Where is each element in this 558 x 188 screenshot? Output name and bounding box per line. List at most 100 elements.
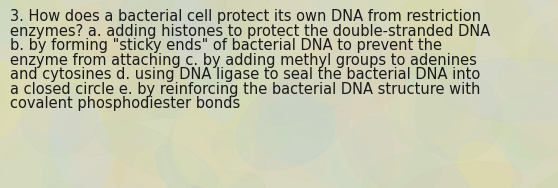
- Ellipse shape: [444, 0, 489, 7]
- Ellipse shape: [174, 0, 235, 123]
- Ellipse shape: [549, 0, 558, 89]
- Ellipse shape: [113, 3, 205, 97]
- Ellipse shape: [127, 59, 230, 118]
- Text: b. by forming "sticky ends" of bacterial DNA to prevent the: b. by forming "sticky ends" of bacterial…: [10, 38, 442, 53]
- Ellipse shape: [172, 101, 254, 188]
- Ellipse shape: [287, 63, 351, 113]
- Ellipse shape: [506, 128, 545, 170]
- Text: 3. How does a bacterial cell protect its own DNA from restriction: 3. How does a bacterial cell protect its…: [10, 9, 481, 24]
- Ellipse shape: [6, 67, 107, 136]
- Ellipse shape: [400, 162, 522, 188]
- Ellipse shape: [303, 35, 403, 103]
- Ellipse shape: [528, 19, 558, 94]
- Ellipse shape: [219, 92, 290, 157]
- Ellipse shape: [267, 76, 349, 140]
- Ellipse shape: [353, 18, 394, 81]
- Ellipse shape: [448, 159, 522, 188]
- Ellipse shape: [134, 144, 200, 188]
- Ellipse shape: [0, 0, 28, 43]
- Ellipse shape: [240, 43, 328, 139]
- Ellipse shape: [11, 0, 86, 109]
- Ellipse shape: [513, 152, 558, 188]
- Ellipse shape: [446, 0, 558, 69]
- Ellipse shape: [368, 0, 451, 34]
- Ellipse shape: [114, 37, 198, 87]
- Ellipse shape: [267, 65, 336, 137]
- Ellipse shape: [74, 18, 171, 103]
- Ellipse shape: [0, 0, 30, 40]
- Ellipse shape: [359, 0, 407, 31]
- Ellipse shape: [511, 143, 558, 188]
- Ellipse shape: [99, 0, 196, 54]
- Ellipse shape: [266, 92, 336, 147]
- Ellipse shape: [498, 42, 558, 98]
- Ellipse shape: [339, 43, 466, 102]
- Ellipse shape: [203, 0, 251, 15]
- Ellipse shape: [0, 135, 22, 159]
- Ellipse shape: [334, 66, 416, 186]
- Ellipse shape: [304, 38, 374, 95]
- Ellipse shape: [316, 0, 354, 24]
- Ellipse shape: [234, 29, 333, 129]
- Ellipse shape: [440, 58, 558, 122]
- Ellipse shape: [232, 0, 305, 40]
- Ellipse shape: [335, 69, 394, 188]
- Ellipse shape: [0, 61, 29, 146]
- Ellipse shape: [114, 143, 163, 188]
- Ellipse shape: [516, 4, 558, 80]
- Ellipse shape: [156, 144, 225, 188]
- Ellipse shape: [1, 138, 74, 188]
- Ellipse shape: [185, 74, 235, 120]
- Ellipse shape: [248, 98, 325, 181]
- Ellipse shape: [294, 47, 331, 117]
- Ellipse shape: [60, 1, 188, 58]
- Ellipse shape: [236, 73, 351, 170]
- Ellipse shape: [200, 94, 272, 148]
- Ellipse shape: [21, 81, 98, 157]
- Ellipse shape: [167, 105, 234, 188]
- Ellipse shape: [405, 83, 458, 140]
- Ellipse shape: [385, 0, 486, 26]
- Ellipse shape: [25, 0, 57, 17]
- Ellipse shape: [432, 42, 469, 82]
- Ellipse shape: [147, 51, 237, 145]
- Ellipse shape: [329, 104, 388, 188]
- Ellipse shape: [531, 0, 558, 75]
- Ellipse shape: [362, 152, 441, 188]
- Ellipse shape: [82, 66, 160, 136]
- Text: and cytosines d. using DNA ligase to seal the bacterial DNA into: and cytosines d. using DNA ligase to sea…: [10, 67, 480, 82]
- Ellipse shape: [391, 0, 475, 79]
- Ellipse shape: [208, 16, 254, 95]
- Ellipse shape: [207, 84, 260, 120]
- Ellipse shape: [353, 117, 477, 188]
- Ellipse shape: [172, 63, 292, 94]
- Ellipse shape: [138, 0, 227, 34]
- Ellipse shape: [387, 0, 469, 63]
- Ellipse shape: [259, 45, 383, 124]
- Ellipse shape: [436, 0, 518, 33]
- Ellipse shape: [296, 30, 403, 120]
- Ellipse shape: [458, 62, 558, 124]
- Ellipse shape: [458, 142, 513, 188]
- Ellipse shape: [42, 160, 126, 188]
- Ellipse shape: [373, 44, 411, 104]
- Ellipse shape: [485, 63, 543, 140]
- Ellipse shape: [492, 94, 558, 159]
- Ellipse shape: [0, 68, 7, 155]
- Ellipse shape: [0, 21, 31, 120]
- Ellipse shape: [399, 77, 479, 147]
- Ellipse shape: [480, 0, 533, 64]
- Ellipse shape: [414, 72, 503, 160]
- Ellipse shape: [211, 130, 249, 167]
- Ellipse shape: [272, 99, 373, 188]
- Ellipse shape: [268, 85, 341, 153]
- Ellipse shape: [258, 93, 335, 163]
- Text: enzyme from attaching c. by adding methyl groups to adenines: enzyme from attaching c. by adding methy…: [10, 53, 477, 68]
- Ellipse shape: [67, 137, 149, 180]
- Ellipse shape: [494, 74, 558, 151]
- Ellipse shape: [42, 80, 85, 188]
- Ellipse shape: [0, 0, 34, 24]
- Ellipse shape: [50, 94, 109, 188]
- Ellipse shape: [130, 0, 204, 52]
- Ellipse shape: [102, 79, 189, 121]
